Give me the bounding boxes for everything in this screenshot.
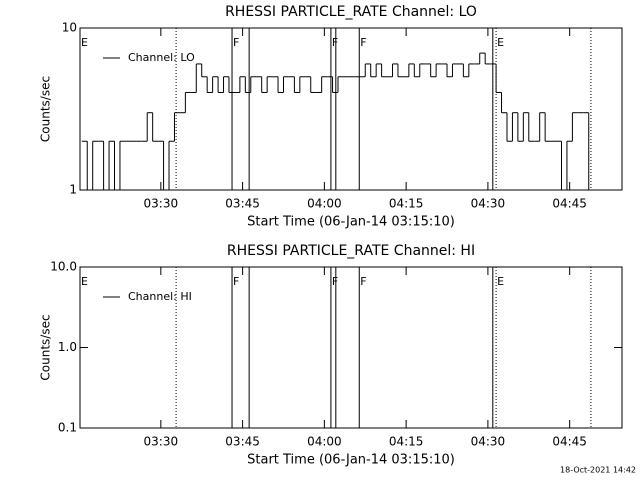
event-label: F <box>360 36 366 49</box>
x-tick-label: 03:45 <box>225 435 260 449</box>
x-tick-label: 04:00 <box>307 435 342 449</box>
x-tick-label: 03:30 <box>144 435 179 449</box>
x-tick-label: 04:45 <box>552 197 587 211</box>
x-tick-label: 04:15 <box>389 435 424 449</box>
legend-label: Channel: LO <box>128 51 195 64</box>
event-label: E <box>497 275 504 288</box>
event-label: F <box>360 275 366 288</box>
y-axis-label: Counts/sec <box>39 76 53 142</box>
x-axis-label: Start Time (06-Jan-14 03:15:10) <box>247 215 455 230</box>
y-tick-label: 10.0 <box>50 260 77 274</box>
event-label: E <box>81 36 88 49</box>
y-axis-label: Counts/sec <box>39 314 53 380</box>
x-tick-label: 03:30 <box>144 197 179 211</box>
x-tick-label: 04:45 <box>552 435 587 449</box>
legend-label: Channel: HI <box>128 290 192 303</box>
x-tick-label: 03:45 <box>225 197 260 211</box>
y-tick-label: 10 <box>62 21 77 35</box>
x-axis-label: Start Time (06-Jan-14 03:15:10) <box>247 453 455 468</box>
x-tick-label: 04:30 <box>471 435 506 449</box>
event-label: E <box>497 36 504 49</box>
chart-title: RHESSI PARTICLE_RATE Channel: LO <box>225 4 477 20</box>
footer: 18-Oct-2021 14:42 <box>560 466 636 475</box>
y-tick-label: 1.0 <box>58 340 77 354</box>
y-tick-label: 0.1 <box>58 421 77 435</box>
event-label: F <box>233 275 239 288</box>
x-tick-label: 04:30 <box>471 197 506 211</box>
y-tick-label: 1 <box>69 183 77 197</box>
event-label: E <box>81 275 88 288</box>
event-label: F <box>233 36 239 49</box>
event-label: F <box>332 275 338 288</box>
event-label: F <box>332 36 338 49</box>
x-tick-label: 04:15 <box>389 197 424 211</box>
x-tick-label: 04:00 <box>307 197 342 211</box>
chart-title: RHESSI PARTICLE_RATE Channel: HI <box>227 243 475 259</box>
